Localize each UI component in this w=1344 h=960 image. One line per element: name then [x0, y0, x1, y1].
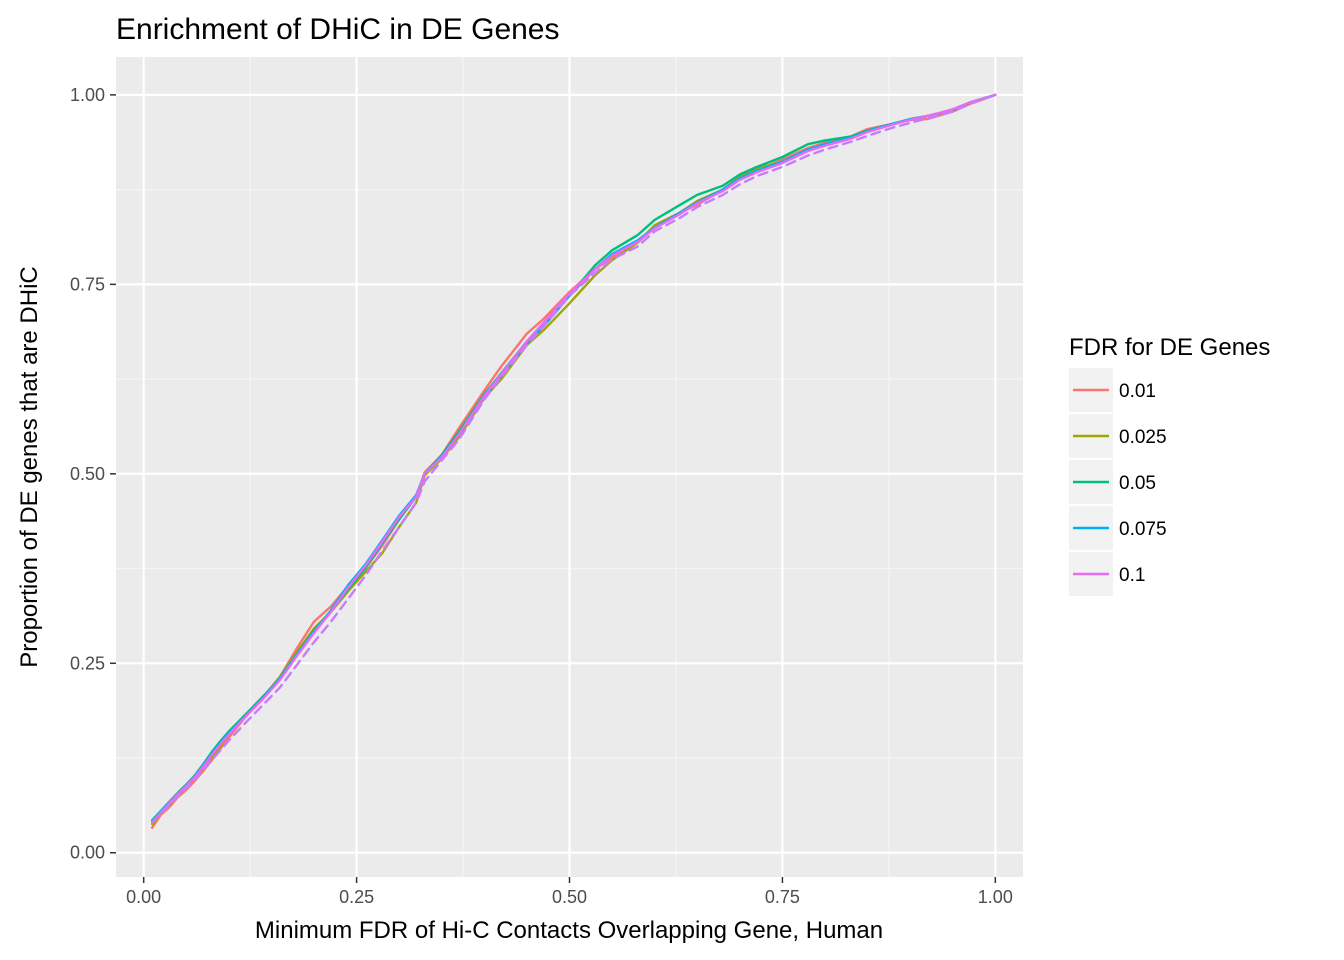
y-tick-label: 1.00	[70, 85, 105, 105]
y-tick-label: 0.00	[70, 843, 105, 863]
series-line-0.1	[151, 93, 997, 824]
x-axis-title: Minimum FDR of Hi-C Contacts Overlapping…	[255, 917, 883, 944]
x-tick-label: 0.00	[126, 887, 161, 907]
legend-label: 0.01	[1119, 381, 1156, 402]
series-layer	[151, 93, 997, 829]
legend-title: FDR for DE Genes	[1069, 334, 1270, 361]
x-tick-label: 0.75	[765, 887, 800, 907]
legend-label: 0.1	[1119, 565, 1145, 586]
series-line-dashed	[151, 93, 997, 824]
legend-label: 0.05	[1119, 473, 1156, 494]
plot-title: Enrichment of DHiC in DE Genes	[116, 13, 560, 46]
y-axis-title: Proportion of DE genes that are DHiC	[16, 266, 43, 668]
series-line-0.01	[151, 93, 997, 829]
x-tick-label: 0.25	[339, 887, 374, 907]
legend-label: 0.075	[1119, 519, 1167, 540]
x-tick-label: 0.50	[552, 887, 587, 907]
y-tick-label: 0.50	[70, 464, 105, 484]
y-axis: 0.00 0.25 0.50 0.75 1.00	[70, 85, 116, 863]
legend: FDR for DE Genes 0.01 0.025 0.05 0.075 0.1	[1069, 334, 1270, 596]
grid-major	[116, 57, 1023, 877]
y-tick-label: 0.25	[70, 653, 105, 673]
y-tick-label: 0.75	[70, 274, 105, 294]
x-tick-label: 1.00	[978, 887, 1013, 907]
legend-label: 0.025	[1119, 427, 1167, 448]
x-axis: 0.00 0.25 0.50 0.75 1.00	[126, 877, 1013, 907]
